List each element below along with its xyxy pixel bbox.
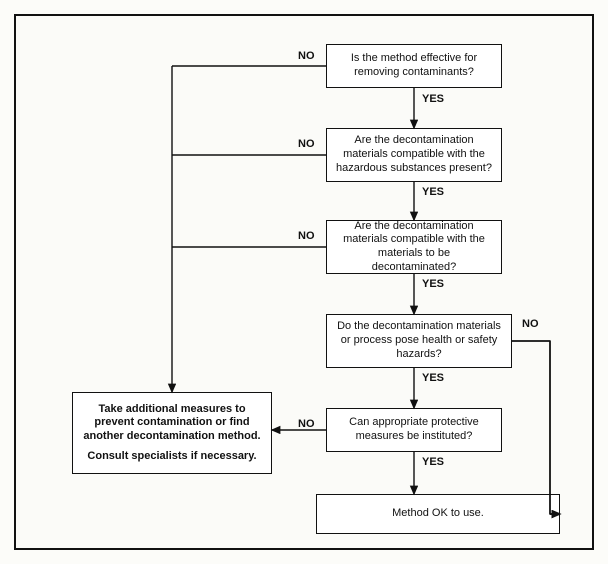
label-no-2: NO bbox=[298, 138, 315, 150]
node-q4-text: Do the decontamination materials or proc… bbox=[335, 320, 503, 361]
flowchart-border: Is the method effective for removing con… bbox=[14, 14, 594, 550]
flowchart-frame: Is the method effective for removing con… bbox=[0, 0, 608, 564]
label-no-5: NO bbox=[522, 318, 539, 330]
node-q4: Do the decontamination materials or proc… bbox=[326, 314, 512, 368]
node-q1: Is the method effective for removing con… bbox=[326, 44, 502, 88]
node-q2-text: Are the decontamination materials compat… bbox=[335, 134, 493, 175]
node-action-line1: Take additional measures to prevent cont… bbox=[81, 403, 263, 444]
label-yes-5: YES bbox=[422, 456, 444, 468]
node-q5-text: Can appropriate protective measures be i… bbox=[335, 416, 493, 444]
node-q5: Can appropriate protective measures be i… bbox=[326, 408, 502, 452]
node-action-line2: Consult specialists if necessary. bbox=[87, 450, 256, 464]
node-ok-text: Method OK to use. bbox=[392, 507, 484, 521]
label-no-4: NO bbox=[298, 418, 315, 430]
label-no-3: NO bbox=[298, 230, 315, 242]
label-yes-4: YES bbox=[422, 372, 444, 384]
node-q2: Are the decontamination materials compat… bbox=[326, 128, 502, 182]
node-q3: Are the decontamination materials compat… bbox=[326, 220, 502, 274]
node-q3-text: Are the decontamination materials compat… bbox=[335, 220, 493, 275]
node-q1-text: Is the method effective for removing con… bbox=[335, 52, 493, 80]
node-action: Take additional measures to prevent cont… bbox=[72, 392, 272, 474]
label-yes-2: YES bbox=[422, 186, 444, 198]
label-no-1: NO bbox=[298, 50, 315, 62]
node-ok: Method OK to use. bbox=[316, 494, 560, 534]
label-yes-3: YES bbox=[422, 278, 444, 290]
label-yes-1: YES bbox=[422, 93, 444, 105]
